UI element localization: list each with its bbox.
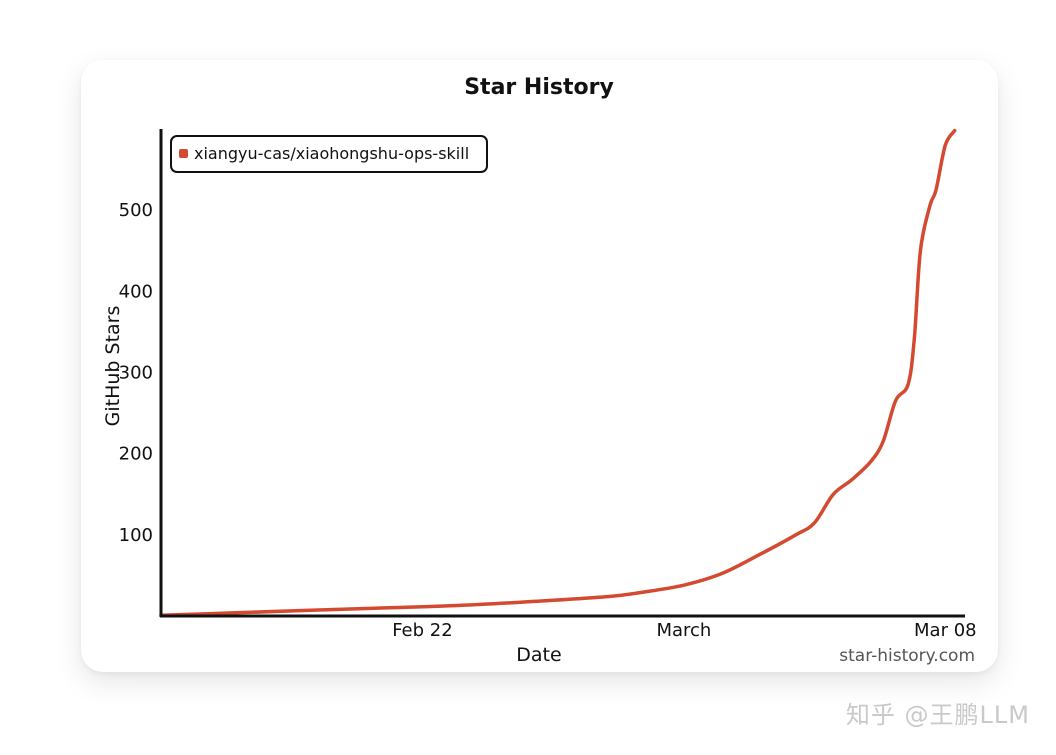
x-axis-title: Date bbox=[516, 644, 561, 666]
series-line bbox=[159, 128, 957, 617]
chart-title: Star History bbox=[464, 75, 614, 100]
watermark: 知乎 @王鹏LLM bbox=[845, 701, 1030, 729]
star-history-chart: Star History 100 200 300 400 500 Feb 22 March… bbox=[102, 75, 977, 666]
y-tick-label: 300 bbox=[119, 363, 153, 384]
legend: xiangyu-cas/xiaohongshu-ops-skill bbox=[170, 135, 488, 173]
y-tick-label: 500 bbox=[119, 200, 153, 221]
chart-card: Star History 100 200 300 400 500 Feb 22 March… bbox=[81, 60, 998, 672]
x-tick-label: Mar 08 bbox=[914, 620, 977, 641]
x-tick-label: March bbox=[656, 620, 711, 641]
source-label[interactable]: star-history.com bbox=[839, 646, 975, 666]
y-axis-title: GitHub Stars bbox=[102, 306, 124, 427]
y-tick-label: 100 bbox=[119, 525, 153, 546]
y-tick-label: 200 bbox=[119, 444, 153, 465]
legend-swatch bbox=[179, 149, 188, 158]
legend-box bbox=[170, 135, 488, 173]
y-axis-ticks: 100 200 300 400 500 bbox=[119, 200, 153, 546]
x-axis-ticks: Feb 22 March Mar 08 bbox=[392, 620, 976, 641]
legend-label: xiangyu-cas/xiaohongshu-ops-skill bbox=[194, 144, 469, 163]
x-tick-label: Feb 22 bbox=[392, 620, 453, 641]
y-tick-label: 400 bbox=[119, 281, 153, 302]
